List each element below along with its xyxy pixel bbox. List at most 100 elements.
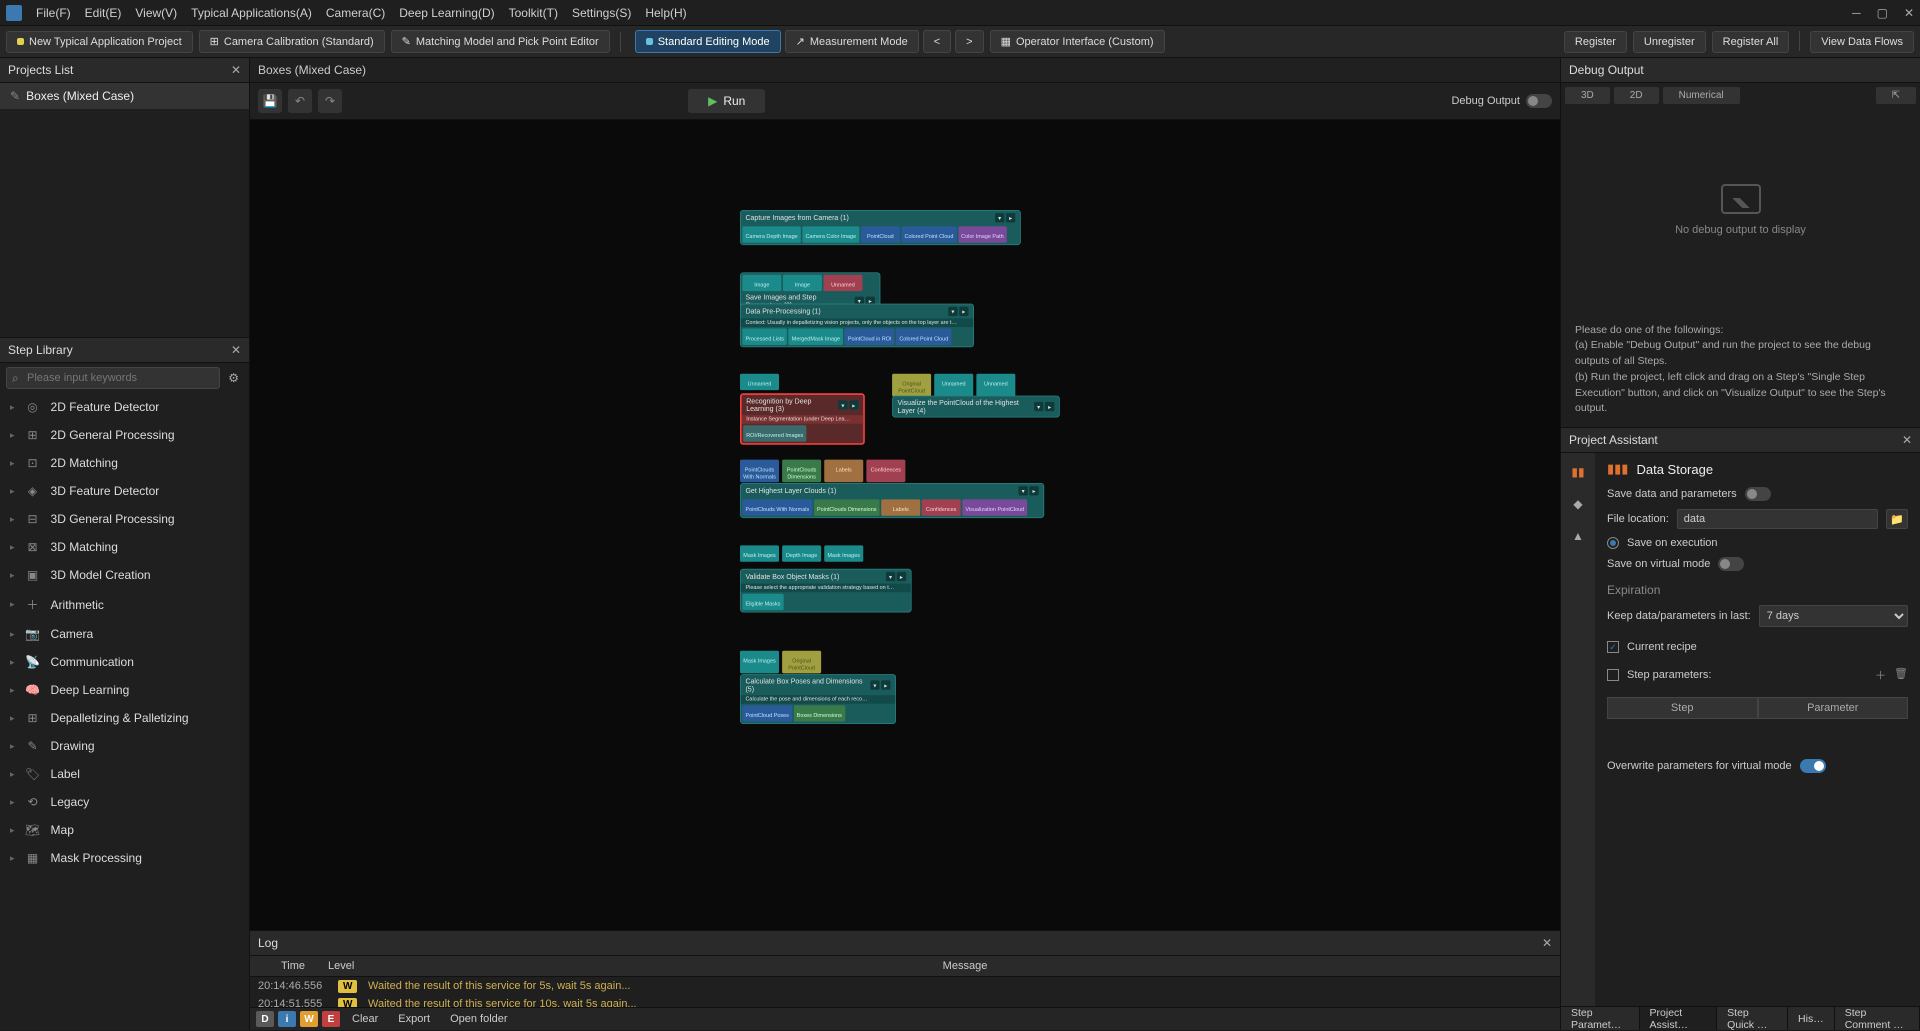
menu-toolkit[interactable]: Toolkit(T) <box>509 6 558 20</box>
step-category[interactable]: ▸📷Camera <box>0 620 249 648</box>
tab-step-parameters[interactable]: Step Paramet… <box>1561 1007 1640 1030</box>
menu-typical-apps[interactable]: Typical Applications(A) <box>191 6 312 20</box>
port[interactable]: Colored Point Cloud <box>896 329 951 345</box>
port[interactable]: Boxes Dimensions <box>794 705 845 721</box>
debug-tab-numerical[interactable]: Numerical <box>1663 87 1740 104</box>
tab-step-comment[interactable]: Step Comment … <box>1835 1007 1920 1030</box>
step-category[interactable]: ▸◈3D Feature Detector <box>0 477 249 505</box>
debug-tab-3d[interactable]: 3D <box>1565 87 1610 104</box>
step-params-check[interactable] <box>1607 669 1619 681</box>
rail-item-3[interactable]: ▲ <box>1567 525 1589 547</box>
step-category[interactable]: ▸⊟3D General Processing <box>0 505 249 533</box>
node-calc-box-poses[interactable]: Calculate Box Poses and Dimensions (5)▾▸… <box>740 674 896 724</box>
port[interactable]: Mask Images <box>740 545 779 561</box>
filter-icon[interactable]: ⚙ <box>224 371 243 385</box>
register-all-button[interactable]: Register All <box>1712 31 1790 53</box>
port[interactable]: Colored Point Cloud <box>901 226 956 242</box>
tab-step-quick[interactable]: Step Quick … <box>1717 1007 1788 1030</box>
keep-duration-select[interactable]: 7 days <box>1759 605 1908 627</box>
node-preprocessing[interactable]: Data Pre-Processing (1)▾▸ Context: Usual… <box>740 304 974 348</box>
log-filter-warn[interactable]: W <box>300 1011 318 1027</box>
redo-icon[interactable]: ↷ <box>318 89 342 113</box>
maximize-icon[interactable]: ▢ <box>1877 6 1888 20</box>
unregister-button[interactable]: Unregister <box>1633 31 1706 53</box>
port[interactable]: Unnamed <box>934 374 973 397</box>
debug-popout-icon[interactable]: ⇱ <box>1876 87 1916 104</box>
camera-calibration-button[interactable]: ⊞Camera Calibration (Standard) <box>199 30 385 53</box>
flow-canvas[interactable]: Capture Images from Camera (1)▾▸ Camera … <box>250 120 1560 930</box>
step-library-close-icon[interactable]: ✕ <box>231 343 241 357</box>
port[interactable]: Camera Color Image <box>802 226 859 242</box>
step-search-input[interactable] <box>6 367 220 389</box>
log-row[interactable]: 20:14:51.555WWaited the result of this s… <box>250 995 1560 1007</box>
port[interactable]: Depth Image <box>782 545 821 561</box>
port[interactable]: ROI/Recovered Images <box>743 425 806 441</box>
step-category[interactable]: ▸⊠3D Matching <box>0 533 249 561</box>
log-close-icon[interactable]: ✕ <box>1542 936 1552 950</box>
step-category[interactable]: ▸⊞2D General Processing <box>0 421 249 449</box>
log-filter-debug[interactable]: D <box>256 1011 274 1027</box>
measurement-mode-button[interactable]: ↗Measurement Mode <box>785 30 919 53</box>
port[interactable]: PointClouds With Normals <box>740 460 779 483</box>
browse-folder-icon[interactable]: 📁 <box>1886 509 1908 529</box>
step-category[interactable]: ▸✎Drawing <box>0 732 249 760</box>
port[interactable]: PointCloud in ROI <box>845 329 895 345</box>
node-highest-layer[interactable]: Get Highest Layer Clouds (1)▾▸ PointClou… <box>740 483 1044 518</box>
step-category[interactable]: ▸📡Communication <box>0 648 249 676</box>
menu-view[interactable]: View(V) <box>135 6 177 20</box>
file-location-input[interactable] <box>1677 509 1878 529</box>
port[interactable]: Camera Depth Image <box>742 226 800 242</box>
step-category[interactable]: ▸⊞Depalletizing & Palletizing <box>0 704 249 732</box>
port[interactable]: Eligible Masks <box>742 594 783 610</box>
rail-item-2[interactable]: ◆ <box>1567 493 1589 515</box>
port[interactable]: Original PointCloud <box>892 374 931 397</box>
overwrite-toggle[interactable] <box>1800 759 1826 773</box>
port[interactable]: PointCloud <box>861 226 900 242</box>
step-category[interactable]: ▸▦Mask Processing <box>0 844 249 872</box>
project-item[interactable]: ✎Boxes (Mixed Case) <box>0 83 249 109</box>
step-category[interactable]: ▸🏷Label <box>0 760 249 788</box>
port[interactable]: Confidences <box>866 460 905 483</box>
port[interactable]: PointCloud Poses <box>742 705 792 721</box>
port[interactable]: Mask Images <box>824 545 863 561</box>
port[interactable]: PointClouds With Normals <box>742 499 812 515</box>
port[interactable]: Original PointCloud <box>782 651 821 674</box>
standard-mode-button[interactable]: Standard Editing Mode <box>635 30 781 53</box>
step-category[interactable]: ▸⊡2D Matching <box>0 449 249 477</box>
menu-edit[interactable]: Edit(E) <box>85 6 122 20</box>
node-visualize-highest[interactable]: Visualize the PointCloud of the Highest … <box>892 396 1060 418</box>
tab-project-assistant[interactable]: Project Assist… <box>1640 1007 1718 1030</box>
node-recognition[interactable]: Recognition by Deep Learning (3)▾▸ Insta… <box>740 393 865 444</box>
save-data-toggle[interactable] <box>1745 487 1771 501</box>
port[interactable]: PointClouds Dimensions <box>782 460 821 483</box>
matching-editor-button[interactable]: ✎Matching Model and Pick Point Editor <box>391 30 610 53</box>
port[interactable]: Color Image Path <box>958 226 1007 242</box>
tab-history[interactable]: His… <box>1788 1007 1835 1030</box>
operator-interface-button[interactable]: ▦Operator Interface (Custom) <box>990 30 1165 53</box>
delete-param-icon[interactable]: 🗑 <box>1894 667 1908 683</box>
rail-item-storage[interactable]: ▮▮ <box>1567 461 1589 483</box>
port[interactable]: Image <box>783 275 822 291</box>
port[interactable]: Unnamed <box>976 374 1015 397</box>
debug-output-toggle[interactable] <box>1526 94 1552 108</box>
step-category[interactable]: ▸⟲Legacy <box>0 788 249 816</box>
port[interactable]: Confidences <box>922 499 961 515</box>
assistant-close-icon[interactable]: ✕ <box>1902 433 1912 447</box>
log-row[interactable]: 20:14:46.556WWaited the result of this s… <box>250 977 1560 995</box>
log-filter-info[interactable]: i <box>278 1011 296 1027</box>
port[interactable]: Unnamed <box>823 275 862 291</box>
step-category[interactable]: ▸🧠Deep Learning <box>0 676 249 704</box>
debug-tab-2d[interactable]: 2D <box>1614 87 1659 104</box>
port[interactable]: Processed Lists <box>742 329 787 345</box>
add-param-icon[interactable]: ＋ <box>1875 667 1886 683</box>
node-validate-masks[interactable]: Validate Box Object Masks (1)▾▸ Please s… <box>740 569 912 613</box>
run-button[interactable]: ▶Run <box>688 89 765 113</box>
port[interactable]: MergedMask Image <box>789 329 843 345</box>
view-data-flows-button[interactable]: View Data Flows <box>1810 31 1914 53</box>
log-export-button[interactable]: Export <box>390 1011 438 1027</box>
mode-next-button[interactable]: > <box>955 30 983 53</box>
projects-close-icon[interactable]: ✕ <box>231 63 241 77</box>
close-icon[interactable]: ✕ <box>1904 6 1914 20</box>
menu-camera[interactable]: Camera(C) <box>326 6 385 20</box>
step-category[interactable]: ▸◎2D Feature Detector <box>0 393 249 421</box>
